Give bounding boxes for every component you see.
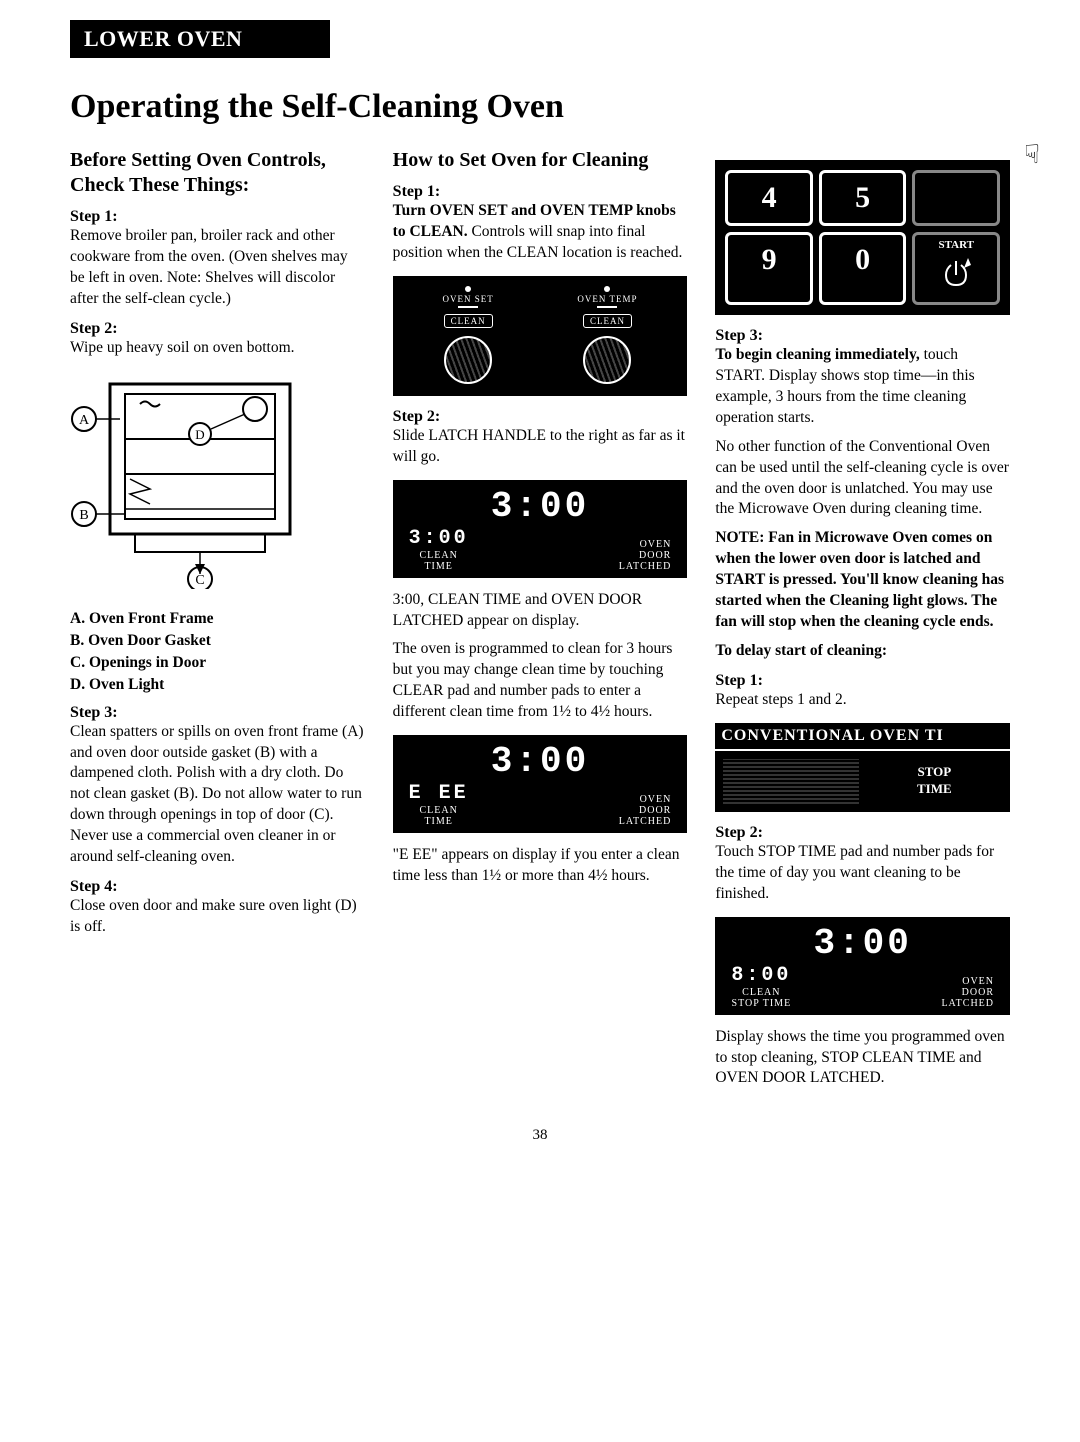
page-number: 38: [70, 1127, 1010, 1144]
caption-1: 3:00, CLEAN TIME and OVEN DOOR LATCHED a…: [393, 590, 688, 632]
hand-pointer-icon: ☟: [1024, 140, 1040, 170]
c3-step3-text: To begin cleaning immediately, touch STA…: [715, 345, 1010, 429]
c1-step1-text: Remove broiler pan, broiler rack and oth…: [70, 226, 365, 310]
d-step2-label: Step 2:: [715, 824, 1010, 842]
svg-text:C: C: [195, 573, 204, 588]
key-9[interactable]: 9: [725, 232, 813, 305]
item-d: D. Oven Light: [70, 676, 365, 694]
c1-step2-label: Step 2:: [70, 320, 365, 338]
final-text: Display shows the time you programmed ov…: [715, 1027, 1010, 1090]
c2-step2-label: Step 2:: [393, 408, 688, 426]
oven-temp-knob: OVEN TEMP CLEAN: [577, 284, 637, 388]
before-heading: Before Setting Oven Controls, Check Thes…: [70, 148, 365, 198]
delay-label: To delay start of cleaning:: [715, 641, 1010, 662]
key-5[interactable]: 5: [819, 170, 907, 226]
svg-text:D: D: [195, 427, 204, 442]
d-step2-text: Touch STOP TIME pad and number pads for …: [715, 842, 1010, 905]
howto-heading: How to Set Oven for Cleaning: [393, 148, 688, 173]
page-title: Operating the Self-Cleaning Oven: [70, 88, 1010, 126]
item-a: A. Oven Front Frame: [70, 610, 365, 628]
key-4[interactable]: 4: [725, 170, 813, 226]
para-clean-time: The oven is programmed to clean for 3 ho…: [393, 639, 688, 723]
keypad: 4 5 9 0 START: [715, 160, 1010, 315]
c3-para1: No other function of the Conventional Ov…: [715, 437, 1010, 521]
c3-note: NOTE: Fan in Microwave Oven comes on whe…: [715, 528, 1010, 633]
conventional-panel: CONVENTIONAL OVEN TI STOP TIME: [715, 723, 1010, 812]
column-right: 4 5 9 0 START Step 3: To begin cleaning …: [715, 148, 1010, 1097]
c1-step2-text: Wipe up heavy soil on oven bottom.: [70, 338, 365, 359]
section-header: LOWER OVEN: [70, 20, 330, 58]
display-panel-2: 3:00 E EE CLEANTIME OVEN DOOR LATCHED: [393, 735, 688, 833]
column-middle: How to Set Oven for Cleaning Step 1: Tur…: [393, 148, 688, 1097]
c1-step3-label: Step 3:: [70, 704, 365, 722]
key-0[interactable]: 0: [819, 232, 907, 305]
c1-step4-label: Step 4:: [70, 878, 365, 896]
svg-text:B: B: [79, 508, 88, 523]
knob-panel: OVEN SET CLEAN OVEN TEMP CLEAN: [393, 276, 688, 396]
oven-set-knob: OVEN SET CLEAN: [443, 284, 494, 388]
column-left: Before Setting Oven Controls, Check Thes…: [70, 148, 365, 1097]
item-c: C. Openings in Door: [70, 654, 365, 672]
c2-step2-text: Slide LATCH HANDLE to the right as far a…: [393, 426, 688, 468]
d-step1-text: Repeat steps 1 and 2.: [715, 690, 1010, 711]
caption-2: "E EE" appears on display if you enter a…: [393, 845, 688, 887]
c3-step3-label: Step 3:: [715, 327, 1010, 345]
item-b: B. Oven Door Gasket: [70, 632, 365, 650]
c1-step1-label: Step 1:: [70, 208, 365, 226]
oven-diagram: A D B C: [70, 379, 300, 589]
key-blank: [912, 170, 1000, 226]
c1-step3-text: Clean spatters or spills on oven front f…: [70, 722, 365, 868]
c1-step4-text: Close oven door and make sure oven light…: [70, 896, 365, 938]
key-start[interactable]: START: [912, 232, 1000, 305]
c2-step1-text: Turn OVEN SET and OVEN TEMP knobs to CLE…: [393, 201, 688, 264]
display-panel-3: 3:00 8:00 CLEANSTOP TIME OVEN DOOR LATCH…: [715, 917, 1010, 1015]
d-step1-label: Step 1:: [715, 672, 1010, 690]
display-panel-1: 3:00 3:00 CLEANTIME OVEN DOOR LATCHED: [393, 480, 688, 578]
c2-step1-label: Step 1:: [393, 183, 688, 201]
svg-text:A: A: [79, 413, 90, 428]
content-columns: Before Setting Oven Controls, Check Thes…: [70, 148, 1010, 1097]
